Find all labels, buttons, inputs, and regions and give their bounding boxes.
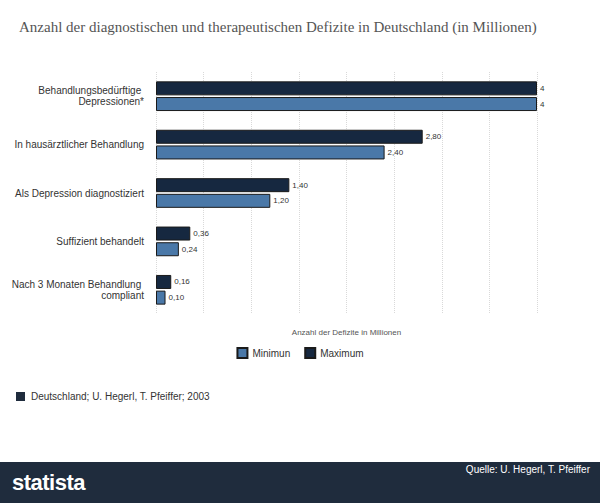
- svg-text:compliant: compliant: [101, 290, 144, 301]
- svg-text:Anzahl der Defizite in Million: Anzahl der Defizite in Millionen: [292, 328, 401, 337]
- svg-text:Behandlungsbedürftige: Behandlungsbedürftige: [38, 85, 144, 96]
- svg-text:Minimun: Minimun: [252, 348, 290, 359]
- svg-text:Als Depression diagnostiziert: Als Depression diagnostiziert: [15, 188, 144, 199]
- svg-text:1,40: 1,40: [292, 181, 308, 190]
- svg-text:0,16: 0,16: [174, 277, 190, 286]
- svg-text:2,80: 2,80: [426, 132, 442, 141]
- svg-text:0,24: 0,24: [182, 245, 198, 254]
- svg-text:Maximum: Maximum: [320, 348, 363, 359]
- svg-text:4: 4: [540, 84, 545, 93]
- svg-text:Nach 3 Monaten Behandlung: Nach 3 Monaten Behandlung: [12, 279, 144, 290]
- svg-text:0,10: 0,10: [169, 293, 185, 302]
- html-text:statista: statista: [12, 470, 85, 495]
- svg-text:2,40: 2,40: [388, 148, 404, 157]
- svg-text:1,20: 1,20: [273, 196, 289, 205]
- html-text:Deutschland; U. Hegerl, T. Pfe: Deutschland; U. Hegerl, T. Pfeiffer; 200…: [31, 391, 210, 402]
- svg-text:In hausärztlicher Behandlung: In hausärztlicher Behandlung: [14, 139, 144, 150]
- html-text:Quelle: U. Hegerl, T. Pfeiffer: Quelle: U. Hegerl, T. Pfeiffer: [465, 464, 590, 475]
- svg-text:Suffizient behandelt: Suffizient behandelt: [56, 236, 144, 247]
- svg-text:0,36: 0,36: [193, 229, 209, 238]
- svg-text:Anzahl der diagnostischen und: Anzahl der diagnostischen und therapeuti…: [19, 19, 537, 36]
- svg-text:Depressionen*: Depressionen*: [78, 96, 144, 107]
- svg-text:4: 4: [540, 100, 545, 109]
